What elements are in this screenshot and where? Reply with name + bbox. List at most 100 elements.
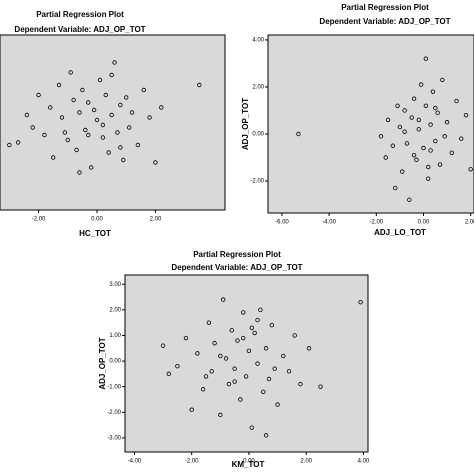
y-axis-label: ADJ_OP_TOT	[98, 337, 107, 389]
points	[160, 297, 363, 438]
point	[7, 142, 12, 148]
point	[385, 117, 391, 123]
point	[318, 384, 323, 389]
point	[175, 363, 180, 369]
point	[255, 361, 260, 366]
point	[263, 346, 269, 351]
y-tick-label: -1.00	[107, 384, 121, 390]
point	[444, 120, 450, 125]
point	[200, 387, 206, 392]
points	[296, 56, 473, 203]
y-axis-label: ADJ_OP_TOT	[241, 98, 250, 150]
point	[414, 157, 419, 163]
point	[400, 169, 405, 174]
point	[226, 381, 232, 387]
y-tick-label: 0.00	[109, 359, 121, 365]
point	[59, 115, 65, 120]
point	[296, 131, 301, 137]
point	[160, 343, 166, 348]
point	[24, 112, 30, 118]
x-tick-label: -2.00	[369, 220, 383, 226]
x-tick-label: -4.00	[128, 459, 142, 465]
point	[423, 103, 429, 108]
chart-subtitle: Dependent Variable: ADJ_OP_TOT	[319, 17, 450, 26]
point	[153, 160, 158, 165]
point	[423, 56, 429, 61]
point	[440, 77, 445, 83]
y-tick-label: 2.00	[109, 307, 121, 313]
x-tick-label: -6.00	[275, 220, 289, 226]
point	[263, 433, 269, 438]
point	[407, 197, 412, 203]
point	[106, 150, 111, 155]
point	[48, 105, 53, 110]
point	[80, 87, 85, 93]
point	[97, 77, 103, 83]
x-tick-label: -4.00	[322, 220, 336, 226]
x-tick-label: 0.00	[243, 459, 255, 465]
point	[358, 299, 363, 305]
point	[71, 97, 76, 103]
point	[409, 115, 414, 120]
point	[255, 317, 260, 323]
point	[118, 145, 123, 150]
point	[421, 145, 426, 151]
point	[62, 130, 68, 135]
point	[68, 70, 73, 75]
points	[7, 60, 202, 175]
point	[286, 369, 292, 374]
point	[272, 366, 277, 371]
point	[121, 157, 126, 163]
point	[433, 105, 438, 111]
point	[103, 92, 108, 98]
point	[269, 323, 275, 328]
point	[395, 103, 400, 108]
point	[118, 102, 123, 108]
point	[65, 137, 70, 143]
point	[203, 374, 209, 379]
point	[206, 320, 212, 325]
point	[209, 369, 214, 374]
point	[86, 132, 91, 138]
x-axis-label: KM_TOT	[232, 460, 265, 469]
point	[378, 134, 384, 139]
point	[435, 110, 440, 116]
point	[212, 340, 217, 346]
point	[442, 134, 447, 139]
x-tick-label: -2.00	[185, 459, 199, 465]
y-tick-label: -2.00	[250, 179, 264, 185]
point	[77, 110, 82, 115]
point	[397, 124, 403, 130]
point	[252, 330, 257, 336]
point	[428, 122, 433, 127]
point	[266, 376, 272, 382]
point	[241, 335, 246, 341]
x-axis-label: HC_TOT	[79, 229, 111, 238]
point	[390, 143, 396, 148]
point	[218, 353, 223, 359]
point	[411, 152, 417, 158]
point	[402, 129, 407, 134]
point	[428, 148, 433, 153]
point	[281, 353, 286, 359]
point	[246, 348, 252, 354]
point	[249, 325, 254, 330]
y-tick-label: 3.00	[109, 282, 121, 288]
point	[197, 82, 202, 88]
point	[459, 136, 464, 141]
point	[416, 117, 421, 123]
point	[454, 98, 459, 104]
point	[83, 127, 88, 133]
point	[404, 141, 410, 146]
point	[229, 328, 234, 333]
point	[109, 112, 114, 118]
point	[235, 338, 240, 343]
point	[426, 164, 431, 170]
x-tick-label: 0.00	[418, 220, 430, 226]
point	[238, 397, 243, 402]
chart-title: Partial Regression Plot	[341, 3, 429, 12]
point	[94, 117, 100, 123]
point	[411, 96, 417, 101]
point	[135, 142, 141, 148]
